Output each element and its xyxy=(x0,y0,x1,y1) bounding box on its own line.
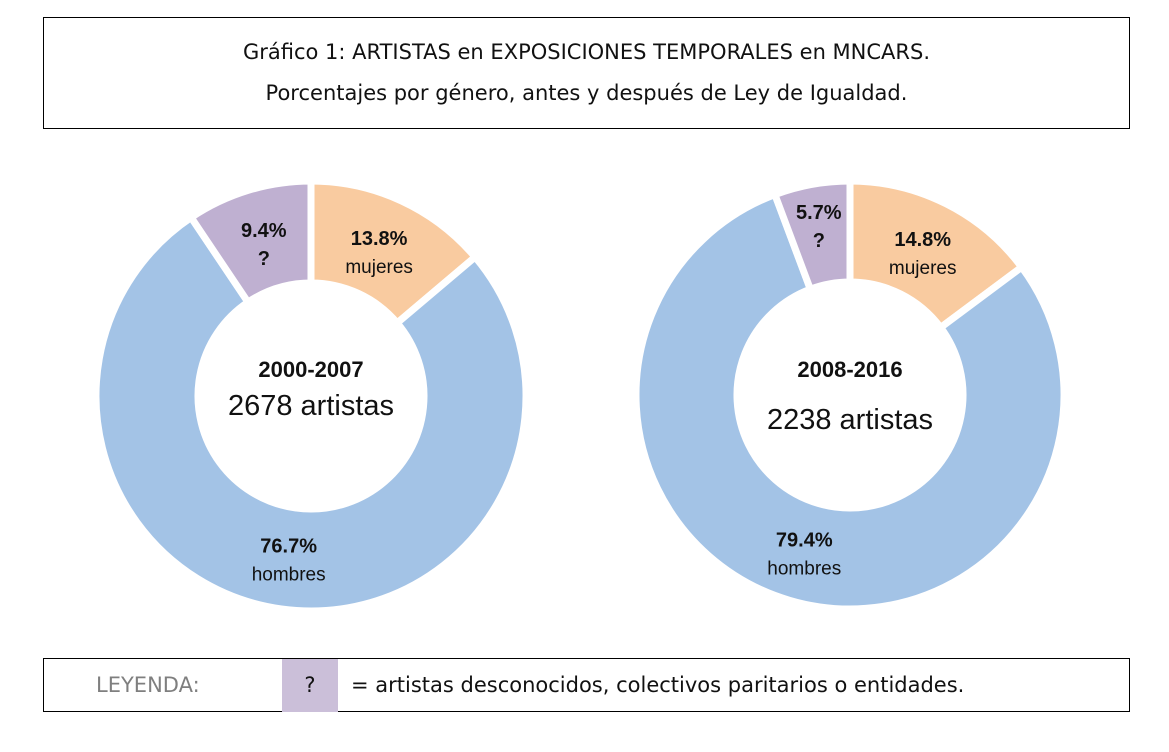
slice-percent-label: 14.8% xyxy=(894,229,951,251)
legend-label: LEYENDA: xyxy=(96,673,200,697)
slice-percent-label: 76.7% xyxy=(260,535,317,557)
donut-period-label: 2000-2007 xyxy=(258,357,363,382)
chart-subtitle: Porcentajes por género, antes y después … xyxy=(265,81,908,105)
donut-period-label: 2008-2016 xyxy=(797,357,902,382)
donut-slice-unknown xyxy=(186,177,315,308)
donut-slice-mujeres xyxy=(846,177,1027,333)
chart-title: Gráfico 1: ARTISTAS en EXPOSICIONES TEMP… xyxy=(242,40,931,64)
slice-percent-label: 79.4% xyxy=(776,529,833,551)
slice-name-label: mujeres xyxy=(889,258,957,279)
slice-name-label: ? xyxy=(258,248,270,270)
donut-total-label: 2238 artistas xyxy=(767,404,933,436)
donut-slice-hombres xyxy=(92,212,530,615)
slice-name-label: hombres xyxy=(252,564,326,585)
slice-name-label: ? xyxy=(813,230,825,252)
donut-total-label: 2678 artistas xyxy=(228,390,394,422)
slice-percent-label: 9.4% xyxy=(241,220,287,242)
legend-unknown-swatch: ? xyxy=(282,659,338,712)
title-box: Gráfico 1: ARTISTAS en EXPOSICIONES TEMP… xyxy=(43,17,1130,129)
donut-slice-hombres xyxy=(632,190,1068,613)
slice-percent-label: 13.8% xyxy=(351,228,408,250)
legend-text: = artistas desconocidos, colectivos pari… xyxy=(351,673,965,697)
slice-percent-label: 5.7% xyxy=(796,202,842,224)
slice-name-label: mujeres xyxy=(345,257,413,278)
donut-slice-unknown xyxy=(770,177,854,294)
slice-name-label: hombres xyxy=(767,558,841,579)
legend: LEYENDA: ? = artistas desconocidos, cole… xyxy=(43,658,1130,712)
